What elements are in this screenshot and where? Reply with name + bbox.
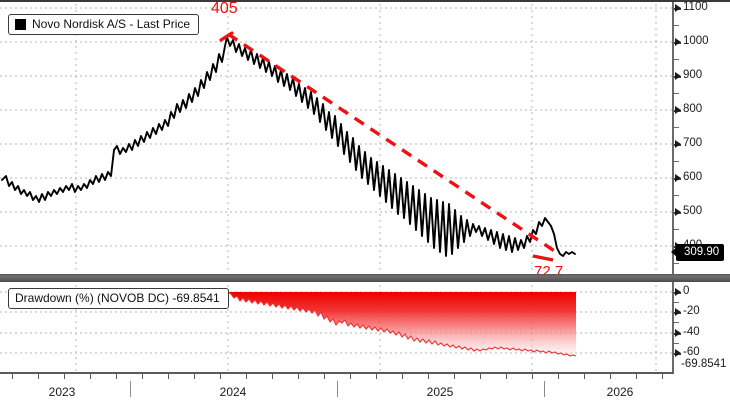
drawdown-axis-label-minus20: -20 bbox=[683, 305, 700, 317]
price-tick-minor bbox=[674, 229, 679, 230]
drawdown-axis-label-0: 0 bbox=[683, 285, 690, 297]
chart-top-border bbox=[0, 0, 730, 2]
x-tick bbox=[12, 374, 13, 379]
price-tick-minor bbox=[674, 195, 679, 196]
x-tick bbox=[454, 374, 455, 379]
x-tick bbox=[38, 374, 39, 379]
drawdown-panel-plot-area bbox=[0, 285, 672, 371]
price-axis-label-700: 700 bbox=[683, 137, 703, 149]
price-tick-minor bbox=[674, 25, 679, 26]
x-tick bbox=[272, 374, 273, 379]
drawdown-legend-label: Drawdown (%) (NOVOB DC) -69.8541 bbox=[15, 291, 220, 305]
price-axis-arrow bbox=[675, 4, 681, 12]
price-panel-plot-area bbox=[0, 4, 672, 272]
price-axis-arrow bbox=[675, 174, 681, 182]
price-tick-minor bbox=[674, 93, 679, 94]
x-axis-label-2024: 2024 bbox=[219, 385, 247, 399]
x-tick bbox=[610, 374, 611, 379]
panel-divider bbox=[0, 274, 730, 282]
x-tick bbox=[220, 374, 221, 379]
drawdown-legend[interactable]: Drawdown (%) (NOVOB DC) -69.8541 bbox=[8, 288, 229, 310]
red-trendline bbox=[227, 32, 557, 254]
price-line-series bbox=[1, 36, 576, 257]
x-tick bbox=[168, 374, 169, 379]
x-axis-label-2026: 2026 bbox=[606, 385, 634, 399]
drawdown-axis-arrow bbox=[675, 308, 681, 316]
x-tick bbox=[64, 374, 65, 379]
price-axis-arrow bbox=[675, 208, 681, 216]
drawdown-svg bbox=[0, 285, 672, 371]
drawdown-area-fill bbox=[228, 292, 576, 356]
x-tick bbox=[116, 374, 117, 379]
price-axis-label-600: 600 bbox=[683, 171, 703, 183]
x-tick bbox=[636, 374, 637, 379]
price-axis-line bbox=[672, 2, 674, 274]
price-legend-label: Novo Nordisk A/S - Last Price bbox=[32, 17, 191, 31]
x-tick bbox=[584, 374, 585, 379]
price-axis-label-1000: 1000 bbox=[683, 35, 709, 47]
price-tick-minor bbox=[674, 59, 679, 60]
x-tick bbox=[402, 374, 403, 379]
price-axis-arrow bbox=[675, 72, 681, 80]
price-axis-label-500: 500 bbox=[683, 205, 703, 217]
x-axis-separator bbox=[130, 381, 131, 397]
price-vertical-gridlines bbox=[75, 4, 657, 272]
drawdown-axis-arrow bbox=[675, 288, 681, 296]
x-tick bbox=[662, 374, 663, 379]
peak-annotation-label: 405 bbox=[211, 0, 238, 17]
x-tick bbox=[246, 374, 247, 379]
x-tick bbox=[506, 374, 507, 379]
x-tick bbox=[194, 374, 195, 379]
x-tick bbox=[90, 374, 91, 379]
drawdown-axis-line bbox=[672, 282, 674, 374]
price-axis-arrow bbox=[675, 106, 681, 114]
x-axis-line bbox=[0, 372, 674, 374]
price-tick-minor bbox=[674, 127, 679, 128]
price-axis-label-800: 800 bbox=[683, 103, 703, 115]
drawdown-axis-arrow bbox=[675, 329, 681, 337]
x-tick bbox=[428, 374, 429, 379]
price-axis-arrow bbox=[675, 38, 681, 46]
current-price-flag: 309.90 bbox=[676, 244, 725, 261]
price-legend[interactable]: Novo Nordisk A/S - Last Price bbox=[8, 14, 200, 36]
drawdown-tick-minor bbox=[674, 322, 679, 323]
drawdown-axis-label-minus40: -40 bbox=[683, 326, 700, 338]
x-axis-separator bbox=[544, 381, 545, 397]
x-tick bbox=[532, 374, 533, 379]
price-axis-arrow bbox=[675, 140, 681, 148]
x-axis-separator bbox=[337, 381, 338, 397]
price-tick-minor bbox=[674, 263, 679, 264]
price-axis-label-900: 900 bbox=[683, 69, 703, 81]
price-legend-swatch bbox=[15, 19, 26, 31]
price-axis-label-1100: 1100 bbox=[683, 1, 708, 13]
x-tick bbox=[142, 374, 143, 379]
drawdown-tick-minor bbox=[674, 343, 679, 344]
x-tick bbox=[298, 374, 299, 379]
x-axis-label-2023: 2023 bbox=[48, 385, 76, 399]
drawdown-axis-label-minus60: -60 bbox=[683, 346, 700, 358]
x-tick bbox=[350, 374, 351, 379]
drawdown-axis-arrow bbox=[675, 349, 681, 357]
trough-marker bbox=[532, 254, 554, 262]
current-drawdown-value: -69.8541 bbox=[681, 358, 727, 370]
x-tick bbox=[558, 374, 559, 379]
peak-marker bbox=[219, 31, 234, 42]
price-svg bbox=[0, 4, 672, 272]
drawdown-line-series bbox=[227, 291, 577, 357]
drawdown-tick-minor bbox=[674, 302, 679, 303]
x-axis-label-2025: 2025 bbox=[426, 385, 454, 399]
price-tick-minor bbox=[674, 161, 679, 162]
x-tick bbox=[324, 374, 325, 379]
price-horizontal-gridlines bbox=[0, 7, 672, 247]
x-tick bbox=[480, 374, 481, 379]
x-tick bbox=[376, 374, 377, 379]
